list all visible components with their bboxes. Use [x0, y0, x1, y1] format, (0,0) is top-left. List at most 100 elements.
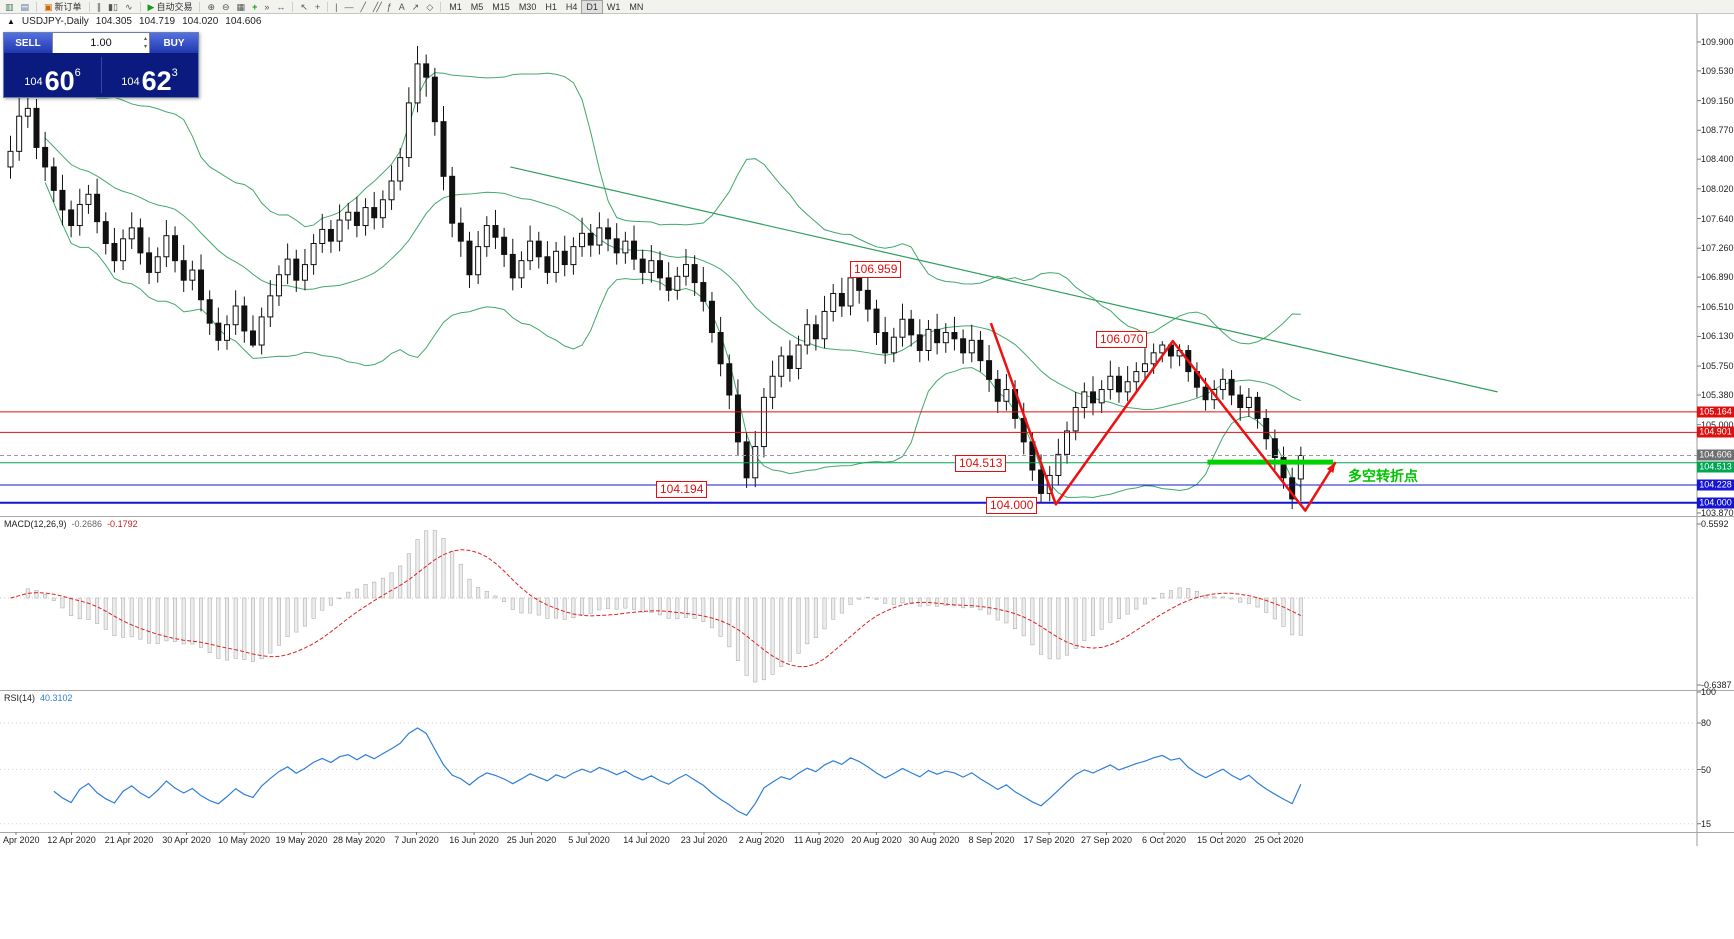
price-annotation-label[interactable]: 104.000: [986, 497, 1038, 514]
timeframe-m5-button[interactable]: M5: [470, 1, 484, 12]
symbol-info: ▲ USDJPY-,Daily 104.305 104.719 104.020 …: [7, 16, 261, 27]
indicators-plus-icon: +: [252, 1, 258, 12]
zoom-out-button[interactable]: ⊖: [219, 1, 233, 13]
volume-spinner[interactable]: ▴ ▾: [144, 35, 147, 51]
buy-button[interactable]: BUY: [150, 33, 198, 53]
price-scale-label: 106.890: [1701, 272, 1734, 283]
indicators-button[interactable]: +: [249, 1, 260, 13]
new-order-button[interactable]: ▣ 新订单: [41, 1, 85, 13]
rsi-scale-label: 15: [1701, 818, 1712, 829]
trendline-group[interactable]: [510, 166, 1498, 393]
auto-scroll-button[interactable]: »: [261, 1, 272, 13]
turning-point-label[interactable]: 多空转折点: [1348, 468, 1418, 484]
zoom-in-button[interactable]: ⊕: [204, 1, 218, 13]
autotrade-label: 自动交易: [156, 2, 193, 12]
price-tag: 104.513: [1697, 461, 1734, 473]
spinner-up-icon[interactable]: ▴: [143, 36, 147, 42]
to olbar-separator: [199, 1, 201, 12]
chart-bars-button[interactable]: ∥: [94, 1, 105, 13]
crosshair-button[interactable]: +: [312, 1, 323, 13]
timeframe-m15-button[interactable]: M15: [492, 1, 510, 12]
price-annotation-label[interactable]: 106.959: [850, 261, 902, 278]
timeframe-m30-button[interactable]: M30: [518, 1, 537, 12]
new-chart-button[interactable]: ▥: [2, 1, 17, 13]
price-scale-label: 108.400: [1701, 154, 1734, 165]
timeframe-mn-button[interactable]: MN: [629, 1, 644, 12]
channel-button[interactable]: ╱╱: [370, 1, 383, 13]
ask-big-digits: 62: [141, 66, 172, 96]
cursor-button[interactable]: ↖: [297, 1, 311, 13]
macd-scale-top: 0.5592: [1701, 519, 1729, 529]
arrow-tool-button[interactable]: ↗: [409, 1, 423, 13]
date-axis-label: 19 May 2020: [275, 835, 328, 845]
chart-shift-button[interactable]: ↔: [273, 1, 288, 13]
price-scale-label: 105.750: [1701, 361, 1734, 372]
price-annotation-label[interactable]: 106.070: [1096, 331, 1148, 348]
price-scale-label: 107.640: [1701, 213, 1734, 224]
price-annotation-label[interactable]: 104.513: [955, 455, 1007, 472]
price-scale-label: 109.530: [1701, 65, 1734, 76]
trendline-button[interactable]: ╱: [358, 1, 369, 13]
bid-pip-digit: 6: [74, 67, 81, 79]
volume-input[interactable]: 1.00 ▴ ▾: [52, 33, 150, 53]
date-axis-label: 2 Aug 2020: [738, 835, 785, 845]
horizontal-line-button[interactable]: —: [342, 1, 357, 13]
price-scale-label: 105.380: [1701, 390, 1734, 400]
red-zigzag-arrow[interactable]: [989, 322, 1337, 512]
arrow-tool-icon: ↗: [411, 1, 420, 12]
fibonacci-button[interactable]: ƒ: [384, 1, 395, 13]
line-chart-icon: ∿: [124, 1, 133, 12]
price-scale-label: 108.020: [1701, 183, 1734, 194]
horizontal-lines[interactable]: [0, 411, 1697, 504]
sell-button[interactable]: SELL: [4, 33, 52, 53]
bid-price[interactable]: 104 60 6: [4, 53, 101, 97]
tile-windows-button[interactable]: ▦: [234, 1, 249, 13]
price-divider: [101, 57, 102, 93]
price-tag: 104.000: [1697, 497, 1734, 509]
timeframe-m1-button[interactable]: M1: [449, 1, 462, 12]
timeframe-h4-button[interactable]: H4: [565, 1, 578, 12]
one-click-trading-panel: SELL 1.00 ▴ ▾ BUY 104 60 6 104 62 3: [3, 32, 199, 98]
date-axis-label: 21 Apr 2020: [104, 835, 154, 845]
price-scale-label: 105.000: [1701, 419, 1734, 430]
price-tag: 104.228: [1697, 479, 1734, 491]
autotrade-button[interactable]: ▶ 自动交易: [145, 1, 196, 13]
profiles-button[interactable]: ▤: [18, 1, 33, 13]
descending-trendline[interactable]: [510, 166, 1498, 393]
chart-candles-button[interactable]: ▮▯: [105, 1, 121, 13]
macd-value-main: -0.2686: [71, 519, 103, 529]
tile-windows-icon: ▦: [236, 1, 246, 12]
price-annotation-label[interactable]: 104.194: [656, 481, 708, 498]
text-tool-button[interactable]: A: [396, 1, 408, 13]
bid-prefix: 104: [24, 76, 43, 88]
date-axis-label: 6 Oct 2020: [1141, 835, 1187, 845]
price-scale-label: 107.260: [1701, 243, 1734, 254]
chart-line-button[interactable]: ∿: [122, 1, 136, 13]
symbol-period-label: USDJPY-,Daily: [21, 16, 89, 27]
toolbar-separator: [327, 1, 329, 12]
candlestick-series: [7, 45, 1304, 510]
spinner-down-icon[interactable]: ▾: [143, 44, 147, 50]
date-axis-label: 25 Jun 2020: [506, 835, 557, 845]
autotrade-play-icon: ▶: [147, 1, 155, 12]
horizontal-line-icon: —: [344, 1, 354, 12]
ohlc-high: 104.719: [138, 16, 176, 27]
candlestick-chart-icon: ▮▯: [108, 1, 118, 12]
timeframe-d1-button[interactable]: D1: [581, 0, 603, 14]
timeframe-w1-button[interactable]: W1: [606, 1, 621, 12]
ohlc-open: 104.305: [95, 16, 132, 27]
toolbar-separator: [36, 1, 38, 12]
date-axis-label: Apr 2020: [3, 835, 40, 845]
volume-value: 1.00: [90, 37, 112, 49]
shapes-tool-button[interactable]: ◇: [423, 1, 436, 13]
zoom-in-icon: ⊕: [207, 1, 215, 12]
date-axis-label: 12 Apr 2020: [47, 835, 96, 845]
rsi-scale-label: 80: [1701, 718, 1712, 728]
profiles-icon: ▤: [20, 1, 30, 12]
vertical-line-button[interactable]: |: [332, 1, 340, 13]
rsi-header: RSI(14) 40.3102: [4, 693, 73, 703]
timeframe-h1-button[interactable]: H1: [545, 1, 557, 12]
ask-price[interactable]: 104 62 3: [101, 53, 198, 97]
